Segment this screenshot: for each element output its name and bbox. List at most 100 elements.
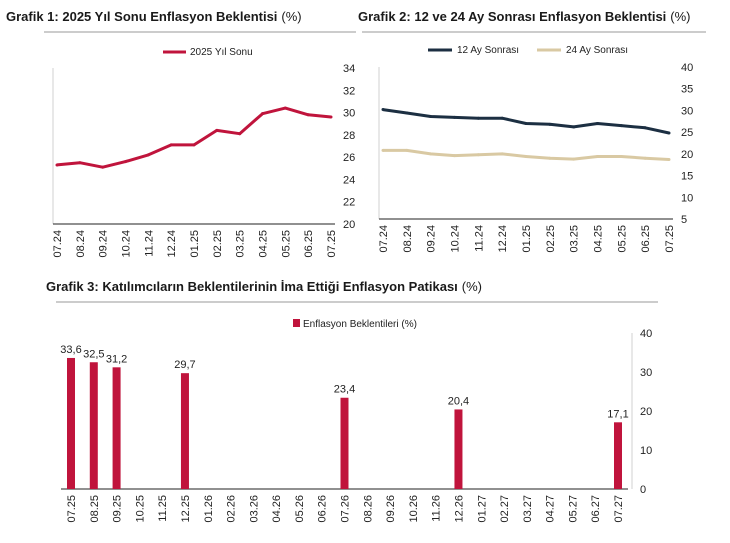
- chart-2-y-tick: 5: [681, 214, 687, 226]
- chart-1-series-0-point: [146, 153, 150, 157]
- chart-2-series-1-point: [429, 152, 433, 156]
- chart-3-x-tick: 03.26: [248, 495, 260, 523]
- chart-2-y-tick: 10: [681, 192, 693, 204]
- chart-1-x-tick: 06.25: [303, 230, 315, 258]
- chart-3-plot: 0 10 20 30 40 07.25 08.25 09.25 10.25 11.25 12.25 0…: [60, 328, 652, 523]
- chart-2-series-0-point: [524, 121, 528, 125]
- chart-1-y-tick: 34: [343, 63, 355, 75]
- chart-2-x-tick: 04.25: [593, 225, 605, 253]
- chart-3-title: Grafik 3: Katılımcıların Beklentilerinin…: [46, 279, 482, 294]
- chart-1-series-0-point: [192, 143, 196, 147]
- chart-3-x-tick: 07.25: [66, 495, 78, 523]
- chart-3-x-tick: 08.26: [362, 495, 374, 523]
- chart-2-series-1-point: [667, 158, 671, 162]
- chart-1-x-tick: 05.25: [280, 230, 292, 258]
- chart-2-series-1-point: [476, 153, 480, 157]
- chart-2-x-tick: 11.24: [473, 225, 485, 252]
- chart-2-series-0-point: [548, 122, 552, 126]
- chart-2-x-tick: 10.24: [450, 225, 462, 253]
- chart-3-x-tick: 09.26: [385, 495, 397, 523]
- chart-3-x-tick: 04.27: [545, 495, 557, 523]
- chart-2-series-1-point: [643, 156, 647, 160]
- chart-1-y-tick: 20: [343, 219, 355, 231]
- chart-2-series-0-point: [476, 116, 480, 120]
- chart-2-series-0-point: [381, 108, 385, 112]
- chart-3-x-tick: 02.27: [499, 495, 511, 523]
- chart-2-legend-label-12: 12 Ay Sonrası: [457, 45, 519, 56]
- chart-3-legend-swatch: [293, 319, 300, 327]
- chart-1-legend: 2025 Yıl Sonu: [163, 47, 253, 58]
- chart-2-x-tick: 01.25: [521, 225, 533, 253]
- chart-2-title: Grafik 2: 12 ve 24 Ay Sonrası Enflasyon …: [358, 9, 691, 24]
- chart-3-bar: [454, 409, 463, 489]
- chart-2-series-line-0: [382, 108, 670, 135]
- chart-1-x-tick: 08.24: [75, 230, 87, 258]
- chart-1-x-tick: 07.24: [52, 230, 64, 258]
- chart-1-y-tick: 32: [343, 85, 355, 97]
- chart-3-x-tick: 09.25: [112, 495, 124, 523]
- chart-3-x-tick: 01.27: [476, 495, 488, 523]
- chart-3-data-label: 23,4: [334, 384, 355, 396]
- chart-2-series-1-point: [572, 157, 576, 161]
- chart-1-title: Grafik 1: 2025 Yıl Sonu Enflasyon Beklen…: [6, 9, 302, 24]
- chart-2-series-0-point: [572, 125, 576, 129]
- chart-2-x-tick: 05.25: [616, 225, 628, 253]
- chart-2-series-0-point: [500, 116, 504, 120]
- chart-1-x-tick: 01.25: [189, 230, 201, 258]
- chart-3-bar: [340, 397, 349, 489]
- chart-2-y-tick: 20: [681, 149, 693, 161]
- chart-1-x-tick: 03.25: [235, 230, 247, 258]
- chart-3-x-tick: 08.25: [89, 495, 101, 523]
- chart-3-y-tick: 20: [640, 406, 652, 418]
- chart-1-series-0-point: [169, 143, 173, 147]
- chart-1-series-0-point: [261, 112, 264, 116]
- chart-3-x-tick: 12.25: [180, 495, 192, 523]
- chart-2: Grafik 2: 12 ve 24 Ay Sonrası Enflasyon …: [358, 9, 706, 253]
- chart-1: Grafik 1: 2025 Yıl Sonu Enflasyon Beklen…: [6, 9, 356, 258]
- chart-2-series-1-point: [405, 148, 409, 152]
- chart-1-series-line-0: [56, 106, 332, 169]
- chart-1-series-0-point: [329, 115, 333, 119]
- chart-3-x-tick: 10.26: [408, 495, 420, 523]
- chart-2-x-tick: 03.25: [569, 225, 581, 253]
- chart-2-x-tick: 06.25: [640, 225, 652, 253]
- chart-1-series-0-point: [306, 113, 310, 117]
- chart-3-y-tick: 40: [640, 328, 652, 340]
- chart-1-x-tick: 04.25: [258, 230, 270, 258]
- chart-2-y-tick: 15: [681, 171, 693, 183]
- chart-3-y-tick: 30: [640, 367, 652, 379]
- chart-1-series-0-point: [101, 165, 105, 169]
- chart-2-y-tick: 40: [681, 62, 693, 74]
- chart-2-plot: 5 10 15 20 25 30 35 40 07.24 08.24 09.24 10.24 11.24…: [378, 62, 693, 253]
- chart-2-series-1-point: [548, 156, 552, 160]
- chart-2-series-0-point: [453, 115, 456, 119]
- chart-3-x-tick: 04.26: [271, 495, 283, 523]
- chart-3-data-label: 31,2: [106, 353, 127, 365]
- chart-2-x-tick: 07.25: [664, 225, 676, 253]
- chart-1-y-tick: 30: [343, 108, 355, 120]
- chart-1-series-0-point: [238, 132, 242, 136]
- chart-3-x-tick: 06.27: [590, 495, 602, 523]
- chart-3-y-tick: 0: [640, 484, 646, 496]
- chart-1-y-tick: 22: [343, 197, 355, 209]
- chart-1-y-tick: 26: [343, 152, 355, 164]
- chart-1-x-tick: 02.25: [212, 230, 224, 258]
- chart-2-legend: 12 Ay Sonrası 24 Ay Sonrası: [428, 45, 628, 56]
- chart-3-x-tick: 03.27: [522, 495, 534, 523]
- chart-1-x-tick: 07.25: [326, 230, 338, 258]
- chart-2-x-tick: 12.24: [497, 225, 509, 253]
- chart-3-x-tick: 11.25: [157, 495, 169, 522]
- chart-3: Grafik 3: Katılımcıların Beklentilerinin…: [46, 279, 658, 523]
- chart-2-series-1-point: [500, 152, 504, 156]
- chart-3-bar: [180, 373, 189, 489]
- chart-3-x-tick: 07.27: [613, 495, 625, 523]
- chart-1-plot: 20 22 24 26 28 30 32 34 07.24 08.24 09.24 10.24 11.2…: [52, 63, 355, 258]
- chart-2-series-1-point: [453, 154, 456, 158]
- chart-3-data-label: 33,6: [60, 344, 81, 356]
- chart-3-bar: [112, 367, 121, 489]
- chart-1-y-tick: 28: [343, 130, 355, 142]
- chart-1-y-tick: 24: [343, 174, 355, 186]
- chart-1-x-tick: 10.24: [121, 230, 133, 258]
- chart-3-data-label: 32,5: [83, 348, 104, 360]
